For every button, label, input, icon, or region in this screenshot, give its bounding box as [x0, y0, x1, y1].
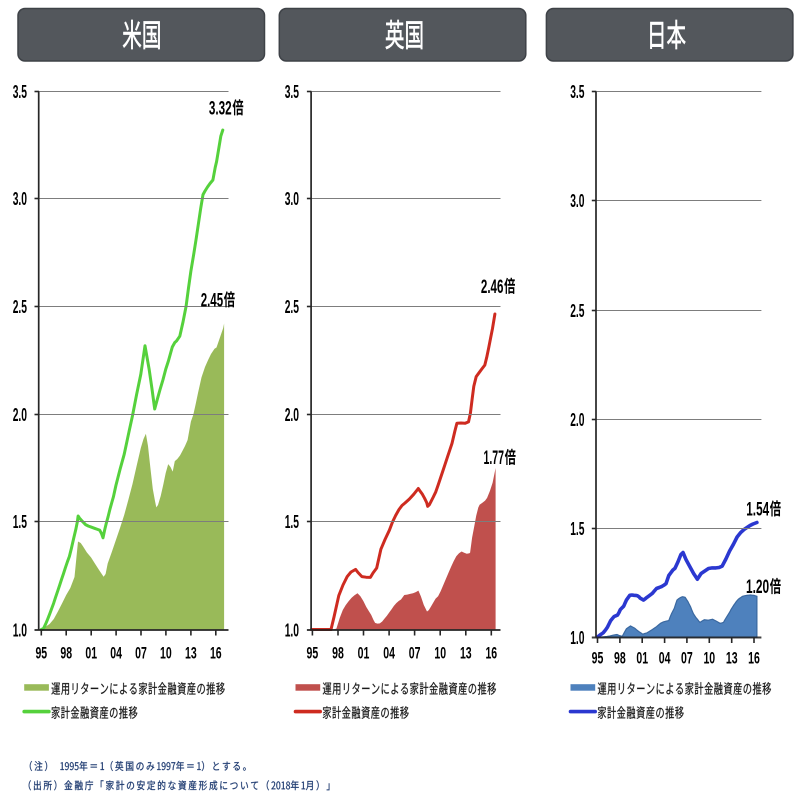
svg-text:2.5: 2.5 [13, 296, 27, 317]
svg-text:07: 07 [135, 644, 147, 663]
svg-text:16: 16 [748, 649, 760, 668]
svg-text:13: 13 [460, 644, 472, 663]
svg-text:16: 16 [210, 644, 222, 663]
svg-text:04: 04 [110, 644, 122, 663]
svg-text:3.0: 3.0 [285, 188, 299, 209]
svg-text:3.5: 3.5 [13, 81, 27, 102]
svg-text:98: 98 [614, 649, 626, 668]
svg-text:13: 13 [185, 644, 197, 663]
svg-text:1.77: 1.77 [484, 448, 505, 469]
svg-text:1.0: 1.0 [570, 627, 584, 648]
svg-text:07: 07 [681, 649, 693, 668]
svg-text:3.0: 3.0 [570, 190, 584, 211]
svg-text:1.5: 1.5 [285, 511, 299, 532]
svg-text:95: 95 [35, 644, 47, 663]
svg-text:1.5: 1.5 [570, 518, 584, 539]
svg-text:2.5: 2.5 [285, 296, 299, 317]
svg-text:01: 01 [85, 644, 97, 663]
svg-text:2.0: 2.0 [13, 404, 27, 425]
svg-text:95: 95 [592, 649, 604, 668]
svg-text:10: 10 [434, 644, 446, 663]
svg-text:07: 07 [409, 644, 421, 663]
svg-text:3.0: 3.0 [13, 188, 27, 209]
svg-text:10: 10 [160, 644, 172, 663]
svg-text:01: 01 [636, 649, 648, 668]
svg-text:2.46: 2.46 [481, 277, 504, 298]
svg-text:04: 04 [659, 649, 671, 668]
svg-text:1.20: 1.20 [746, 577, 769, 598]
svg-text:2.5: 2.5 [570, 300, 584, 321]
svg-text:98: 98 [60, 644, 72, 663]
svg-text:1.54: 1.54 [746, 500, 769, 521]
svg-text:3.5: 3.5 [285, 81, 299, 102]
svg-text:1.0: 1.0 [13, 619, 27, 640]
svg-text:2.0: 2.0 [285, 404, 299, 425]
svg-text:1.0: 1.0 [285, 619, 299, 640]
svg-text:04: 04 [383, 644, 395, 663]
svg-text:3.5: 3.5 [570, 81, 584, 102]
svg-text:13: 13 [726, 649, 738, 668]
svg-text:3.32: 3.32 [209, 98, 232, 119]
svg-text:16: 16 [485, 644, 497, 663]
svg-text:10: 10 [703, 649, 715, 668]
svg-text:2.0: 2.0 [570, 409, 584, 430]
svg-text:95: 95 [307, 644, 319, 663]
svg-text:1.5: 1.5 [13, 511, 27, 532]
svg-text:98: 98 [332, 644, 344, 663]
svg-text:01: 01 [358, 644, 370, 663]
svg-text:2.45: 2.45 [201, 290, 224, 311]
